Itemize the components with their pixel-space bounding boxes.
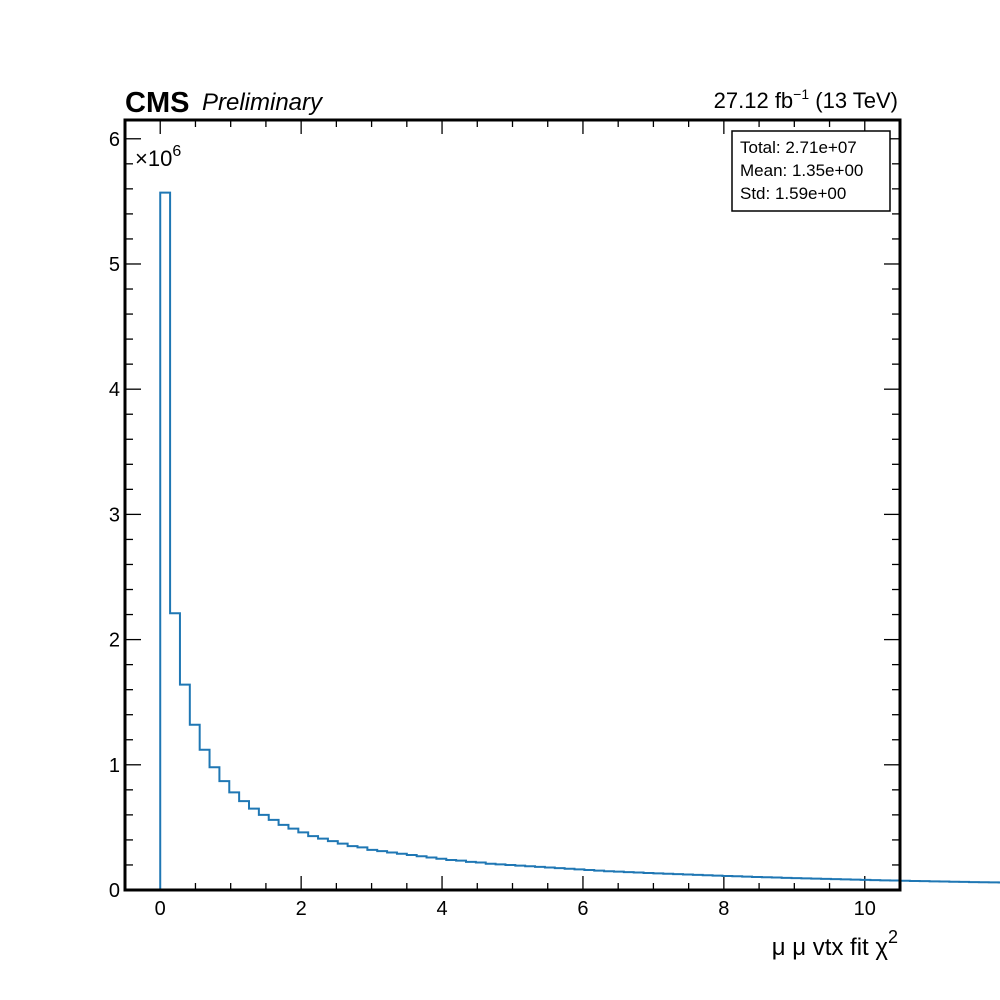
lumi-value: 27.12 fb	[714, 88, 794, 113]
x-tick-label: 10	[854, 898, 876, 920]
histogram-step-line	[159, 191, 1000, 890]
stats-total: Total: 2.71e+07	[740, 138, 857, 157]
y-tick-label: 1	[109, 755, 120, 777]
y-multiplier: ×106	[135, 143, 181, 171]
y-tick-label: 3	[109, 504, 120, 526]
stats-mean: Mean: 1.35e+00	[740, 161, 863, 180]
axis-tick-labels: 0 2 4 6 8 10 0 1 2 3 4 5 6	[109, 129, 876, 920]
lumi-energy: (13 TeV)	[809, 88, 898, 113]
luminosity-label: 27.12 fb−1 (13 TeV)	[714, 86, 898, 113]
y-tick-label: 5	[109, 254, 120, 276]
y-tick-label: 0	[109, 880, 120, 902]
x-tick-label: 6	[577, 898, 588, 920]
status-label: Preliminary	[202, 89, 324, 116]
x-tick-label: 0	[155, 898, 166, 920]
y-tick-label: 2	[109, 630, 120, 652]
y-tick-label: 6	[109, 129, 120, 151]
stats-box	[731, 130, 891, 212]
experiment-label: CMS	[125, 87, 189, 119]
x-axis-label: μ μ vtx fit χ2	[772, 927, 898, 961]
x-tick-label: 2	[296, 898, 307, 920]
axis-ticks	[124, 120, 901, 891]
x-tick-label: 8	[718, 898, 729, 920]
y-multiplier-exponent: 6	[172, 143, 181, 160]
stats-std: Std: 1.59e+00	[740, 184, 846, 203]
y-tick-label: 4	[109, 379, 120, 401]
x-axis-label-base: μ μ vtx fit χ	[772, 934, 889, 961]
y-multiplier-prefix: ×10	[135, 146, 172, 171]
lumi-exponent: −1	[793, 86, 809, 102]
x-tick-label: 4	[436, 898, 447, 920]
plot-frame	[123, 118, 902, 892]
x-axis-label-exponent: 2	[888, 927, 898, 947]
